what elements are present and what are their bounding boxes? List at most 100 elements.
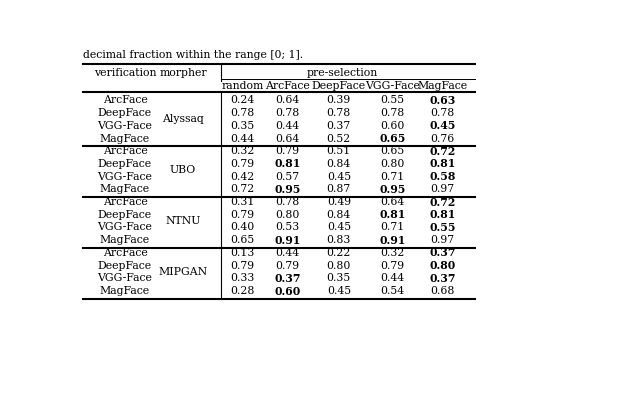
Text: 0.32: 0.32 bbox=[230, 146, 255, 156]
Text: 0.80: 0.80 bbox=[429, 260, 456, 271]
Text: 0.42: 0.42 bbox=[230, 172, 255, 182]
Text: verification: verification bbox=[93, 68, 156, 78]
Text: 0.91: 0.91 bbox=[379, 235, 406, 246]
Text: 0.60: 0.60 bbox=[380, 121, 404, 131]
Text: VGG-Face: VGG-Face bbox=[97, 121, 152, 131]
Text: 0.55: 0.55 bbox=[380, 95, 404, 105]
Text: 0.95: 0.95 bbox=[379, 184, 406, 195]
Text: 0.13: 0.13 bbox=[230, 248, 255, 258]
Text: 0.68: 0.68 bbox=[431, 286, 455, 296]
Text: 0.37: 0.37 bbox=[429, 248, 456, 259]
Text: DeepFace: DeepFace bbox=[98, 108, 152, 118]
Text: DeepFace: DeepFace bbox=[98, 261, 152, 270]
Text: 0.35: 0.35 bbox=[230, 121, 255, 131]
Text: 0.65: 0.65 bbox=[230, 235, 255, 245]
Text: 0.79: 0.79 bbox=[230, 210, 255, 220]
Text: 0.45: 0.45 bbox=[429, 120, 456, 131]
Text: 0.72: 0.72 bbox=[429, 146, 456, 157]
Text: 0.64: 0.64 bbox=[276, 133, 300, 144]
Text: Alyssaq: Alyssaq bbox=[162, 114, 204, 124]
Text: VGG-Face: VGG-Face bbox=[97, 172, 152, 182]
Text: 0.72: 0.72 bbox=[230, 185, 255, 194]
Text: 0.72: 0.72 bbox=[429, 196, 456, 208]
Text: 0.80: 0.80 bbox=[380, 159, 404, 169]
Text: DeepFace: DeepFace bbox=[312, 81, 366, 91]
Text: VGG-Face: VGG-Face bbox=[365, 81, 420, 91]
Text: 0.79: 0.79 bbox=[230, 159, 255, 169]
Text: 0.80: 0.80 bbox=[275, 210, 300, 220]
Text: 0.37: 0.37 bbox=[327, 121, 351, 131]
Text: UBO: UBO bbox=[170, 165, 196, 175]
Text: 0.79: 0.79 bbox=[276, 146, 300, 156]
Text: ArcFace: ArcFace bbox=[102, 248, 147, 258]
Text: 0.65: 0.65 bbox=[380, 146, 404, 156]
Text: 0.45: 0.45 bbox=[327, 172, 351, 182]
Text: 0.78: 0.78 bbox=[380, 108, 404, 118]
Text: 0.79: 0.79 bbox=[276, 261, 300, 270]
Text: ArcFace: ArcFace bbox=[266, 81, 310, 91]
Text: 0.79: 0.79 bbox=[230, 261, 255, 270]
Text: 0.57: 0.57 bbox=[276, 172, 300, 182]
Text: 0.87: 0.87 bbox=[327, 185, 351, 194]
Text: 0.51: 0.51 bbox=[327, 146, 351, 156]
Text: 0.78: 0.78 bbox=[327, 108, 351, 118]
Text: 0.32: 0.32 bbox=[380, 248, 404, 258]
Text: ArcFace: ArcFace bbox=[102, 197, 147, 207]
Text: 0.35: 0.35 bbox=[327, 273, 351, 283]
Text: 0.54: 0.54 bbox=[380, 286, 404, 296]
Text: 0.79: 0.79 bbox=[380, 261, 404, 270]
Text: 0.52: 0.52 bbox=[327, 133, 351, 144]
Text: 0.65: 0.65 bbox=[379, 133, 406, 144]
Text: MagFace: MagFace bbox=[100, 235, 150, 245]
Text: 0.84: 0.84 bbox=[327, 159, 351, 169]
Text: 0.33: 0.33 bbox=[230, 273, 255, 283]
Text: 0.64: 0.64 bbox=[380, 197, 404, 207]
Text: 0.81: 0.81 bbox=[379, 209, 406, 220]
Text: morpher: morpher bbox=[159, 68, 207, 78]
Text: 0.71: 0.71 bbox=[380, 172, 404, 182]
Text: MagFace: MagFace bbox=[100, 286, 150, 296]
Text: 0.39: 0.39 bbox=[327, 95, 351, 105]
Text: 0.78: 0.78 bbox=[276, 108, 300, 118]
Text: ArcFace: ArcFace bbox=[102, 146, 147, 156]
Text: NTNU: NTNU bbox=[165, 216, 201, 226]
Text: 0.95: 0.95 bbox=[275, 184, 301, 195]
Text: 0.31: 0.31 bbox=[230, 197, 255, 207]
Text: 0.84: 0.84 bbox=[327, 210, 351, 220]
Text: 0.45: 0.45 bbox=[327, 223, 351, 232]
Text: 0.81: 0.81 bbox=[429, 209, 456, 220]
Text: 0.78: 0.78 bbox=[230, 108, 255, 118]
Text: 0.45: 0.45 bbox=[327, 286, 351, 296]
Text: 0.44: 0.44 bbox=[230, 133, 255, 144]
Text: decimal fraction within the range [0; 1].: decimal fraction within the range [0; 1]… bbox=[83, 50, 303, 60]
Text: 0.44: 0.44 bbox=[276, 121, 300, 131]
Text: 0.60: 0.60 bbox=[275, 286, 301, 297]
Text: 0.22: 0.22 bbox=[326, 248, 351, 258]
Text: ArcFace: ArcFace bbox=[102, 95, 147, 105]
Text: 0.49: 0.49 bbox=[327, 197, 351, 207]
Text: DeepFace: DeepFace bbox=[98, 210, 152, 220]
Text: 0.97: 0.97 bbox=[431, 185, 455, 194]
Text: 0.80: 0.80 bbox=[326, 261, 351, 270]
Text: pre-selection: pre-selection bbox=[307, 68, 378, 78]
Text: VGG-Face: VGG-Face bbox=[97, 223, 152, 232]
Text: 0.71: 0.71 bbox=[380, 223, 404, 232]
Text: DeepFace: DeepFace bbox=[98, 159, 152, 169]
Text: 0.37: 0.37 bbox=[275, 273, 301, 284]
Text: 0.28: 0.28 bbox=[230, 286, 255, 296]
Text: MagFace: MagFace bbox=[100, 185, 150, 194]
Text: random: random bbox=[221, 81, 264, 91]
Text: 0.58: 0.58 bbox=[429, 171, 456, 182]
Text: 0.76: 0.76 bbox=[431, 133, 455, 144]
Text: 0.55: 0.55 bbox=[429, 222, 456, 233]
Text: 0.37: 0.37 bbox=[429, 273, 456, 284]
Text: MagFace: MagFace bbox=[418, 81, 468, 91]
Text: 0.78: 0.78 bbox=[431, 108, 455, 118]
Text: 0.81: 0.81 bbox=[275, 158, 301, 169]
Text: 0.40: 0.40 bbox=[230, 223, 255, 232]
Text: 0.24: 0.24 bbox=[230, 95, 255, 105]
Text: 0.91: 0.91 bbox=[275, 235, 301, 246]
Text: 0.97: 0.97 bbox=[431, 235, 455, 245]
Text: 0.83: 0.83 bbox=[326, 235, 351, 245]
Text: 0.63: 0.63 bbox=[429, 95, 456, 106]
